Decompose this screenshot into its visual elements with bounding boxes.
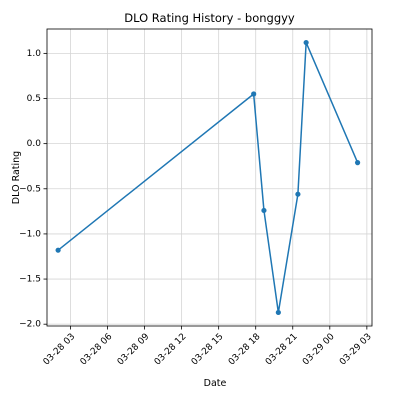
x-axis-label: Date	[204, 378, 227, 389]
y-tick-label: 0.0	[27, 139, 42, 149]
y-axis-ticks: 1.0 0.5 0.0 −0.5 −1.0 −1.5 −2.0	[19, 49, 47, 330]
plot-frame	[46, 28, 373, 327]
y-tick-label: −1.5	[19, 275, 41, 285]
data-point	[275, 309, 281, 316]
data-point	[354, 160, 361, 166]
x-axis-ticks: 03-28 03 03-28 06 03-28 09 03-28 12 03-28 15…	[42, 326, 374, 368]
x-tick-label: 03-28 18	[227, 332, 263, 368]
x-tick-label: 03-28 09	[116, 332, 152, 368]
x-tick-label: 03-28 21	[264, 332, 300, 368]
x-tick-label: 03-29 00	[301, 332, 337, 368]
series-layer	[55, 39, 361, 316]
data-point	[55, 247, 61, 253]
x-tick-label: 03-28 12	[153, 332, 189, 368]
data-point	[261, 207, 267, 214]
y-tick-label: 0.5	[27, 94, 41, 104]
chart-title: DLO Rating History - bonggyy	[124, 11, 295, 25]
x-tick-label: 03-29 03	[338, 332, 374, 368]
y-tick-label: −2.0	[19, 320, 41, 330]
y-tick-label: −1.0	[19, 229, 41, 239]
y-tick-label: −0.5	[19, 184, 41, 194]
data-point	[303, 39, 309, 46]
y-tick-label: 1.0	[27, 49, 42, 59]
grid	[47, 29, 372, 326]
series-line	[57, 41, 359, 314]
data-point	[251, 91, 257, 97]
y-axis-label: DLO Rating	[11, 151, 22, 204]
x-tick-label: 03-28 06	[79, 332, 115, 368]
data-point	[295, 191, 301, 197]
x-tick-label: 03-28 15	[190, 332, 226, 368]
x-tick-label: 03-28 03	[42, 332, 78, 368]
